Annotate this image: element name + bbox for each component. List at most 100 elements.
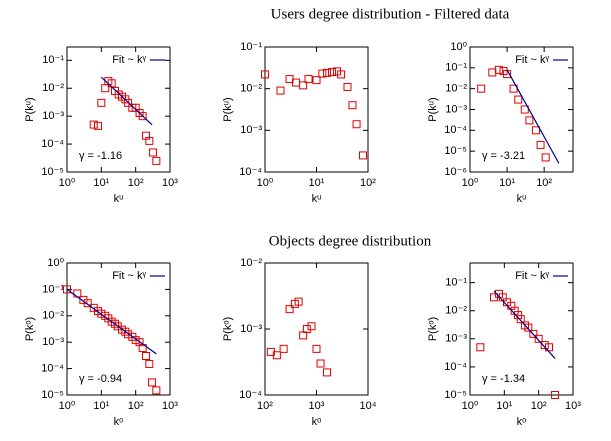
x-axis-label: kᵒ <box>312 416 322 428</box>
x-tick-label: 10⁰ <box>462 400 479 412</box>
y-tick-label: 10⁻⁶ <box>444 166 467 178</box>
data-point <box>149 148 158 157</box>
data-point <box>477 84 486 93</box>
data-point <box>302 325 311 333</box>
y-tick-label: 10⁻⁴ <box>41 363 64 375</box>
plot-frame <box>66 46 171 173</box>
y-tick-label: 10⁻² <box>445 305 467 317</box>
y-tick-label: 10⁻¹ <box>42 283 64 295</box>
data-point <box>272 351 281 360</box>
x-axis-label: kᵘ <box>312 193 322 205</box>
data-point <box>536 140 545 149</box>
x-tick-label: 10³ <box>162 400 178 412</box>
data-point <box>312 344 321 353</box>
x-tick-label: 10⁰ <box>257 177 274 189</box>
y-tick-label: 10⁻⁵ <box>444 389 467 401</box>
data-point <box>516 315 525 324</box>
data-point <box>531 126 540 135</box>
data-point <box>285 305 294 314</box>
y-tick-label: 10⁻² <box>240 257 262 269</box>
data-point <box>541 153 550 162</box>
data-point <box>124 330 133 339</box>
plot-frame <box>264 46 369 173</box>
y-tick-label: 10⁻³ <box>445 103 467 115</box>
x-tick-label: 10² <box>257 400 273 412</box>
y-tick-label: 10⁻² <box>42 310 64 322</box>
data-point <box>476 343 485 352</box>
legend-label: Fit ~ kᵞ <box>112 270 146 282</box>
y-tick-label: 10⁻¹ <box>445 277 467 289</box>
data-point <box>142 352 151 361</box>
data-point <box>152 156 161 165</box>
data-point <box>145 359 154 368</box>
data-point <box>348 101 357 110</box>
annotation: γ = -1.34 <box>482 373 525 385</box>
data-point <box>524 323 533 332</box>
plot-frame <box>264 262 369 396</box>
x-tick-label: 10² <box>536 177 552 189</box>
y-tick-label: 10⁻³ <box>240 323 262 335</box>
data-point <box>94 121 103 130</box>
data-point <box>312 76 321 85</box>
data-point <box>525 116 534 125</box>
y-tick-label: 10⁻² <box>240 83 262 95</box>
y-axis-label: P(kᵒ) <box>24 317 36 341</box>
x-tick-label: 10¹ <box>309 177 325 189</box>
fit-line <box>66 288 157 355</box>
data-point <box>152 386 161 395</box>
y-tick-label: 10⁻⁴ <box>444 361 467 373</box>
x-tick-label: 10² <box>128 400 144 412</box>
y-tick-label: 10⁻⁴ <box>239 166 262 178</box>
data-point <box>299 81 308 90</box>
plot-frame <box>469 262 574 396</box>
data-point <box>337 70 346 79</box>
data-point <box>83 299 92 308</box>
y-tick-label: 10⁻⁴ <box>239 389 262 401</box>
y-tick-label: 10⁻¹ <box>445 62 467 74</box>
y-tick-label: 10⁰ <box>450 41 467 53</box>
y-tick-label: 10⁻⁴ <box>444 124 467 136</box>
data-point <box>304 75 313 84</box>
y-tick-label: 10⁻¹ <box>240 41 262 53</box>
data-point <box>279 344 288 353</box>
legend-label: Fit ~ kᵞ <box>515 54 549 66</box>
data-point <box>529 329 538 338</box>
annotation: γ = -0.94 <box>79 373 122 385</box>
y-tick-label: 10⁻⁵ <box>41 389 64 401</box>
y-tick-label: 10⁻⁵ <box>444 145 467 157</box>
data-point <box>148 378 157 387</box>
legend-label: Fit ~ kᵞ <box>112 54 146 66</box>
data-point <box>520 105 529 114</box>
x-tick-label: 10³ <box>565 400 581 412</box>
x-axis-label: kᵘ <box>114 193 124 205</box>
data-point <box>63 285 71 294</box>
y-axis-label: P(kᵒ) <box>222 317 234 341</box>
data-point <box>121 327 130 336</box>
x-axis-label: kᵘ <box>517 193 527 205</box>
data-point <box>534 334 543 343</box>
x-tick-label: 10¹ <box>93 400 109 412</box>
y-tick-label: 10⁻¹ <box>42 54 64 66</box>
data-point <box>514 95 523 104</box>
data-point <box>359 151 368 160</box>
x-tick-label: 10⁰ <box>59 177 76 189</box>
fit-line <box>506 69 560 164</box>
fit-line <box>100 76 153 126</box>
x-tick-label: 10² <box>360 177 376 189</box>
data-point <box>323 368 332 377</box>
data-point <box>488 68 497 77</box>
x-tick-label: 10² <box>128 177 144 189</box>
y-tick-label: 10⁻⁴ <box>41 138 64 150</box>
data-point <box>145 136 154 145</box>
data-point <box>261 70 269 79</box>
data-point <box>494 65 503 74</box>
section-title: Users degree distribution - Filtered dat… <box>271 6 510 22</box>
y-tick-label: 10⁰ <box>47 257 64 269</box>
data-point <box>276 86 285 95</box>
data-point <box>343 82 352 91</box>
x-tick-label: 10⁰ <box>59 400 76 412</box>
data-point <box>352 120 361 129</box>
data-point <box>307 322 316 331</box>
fit-line <box>493 290 556 359</box>
